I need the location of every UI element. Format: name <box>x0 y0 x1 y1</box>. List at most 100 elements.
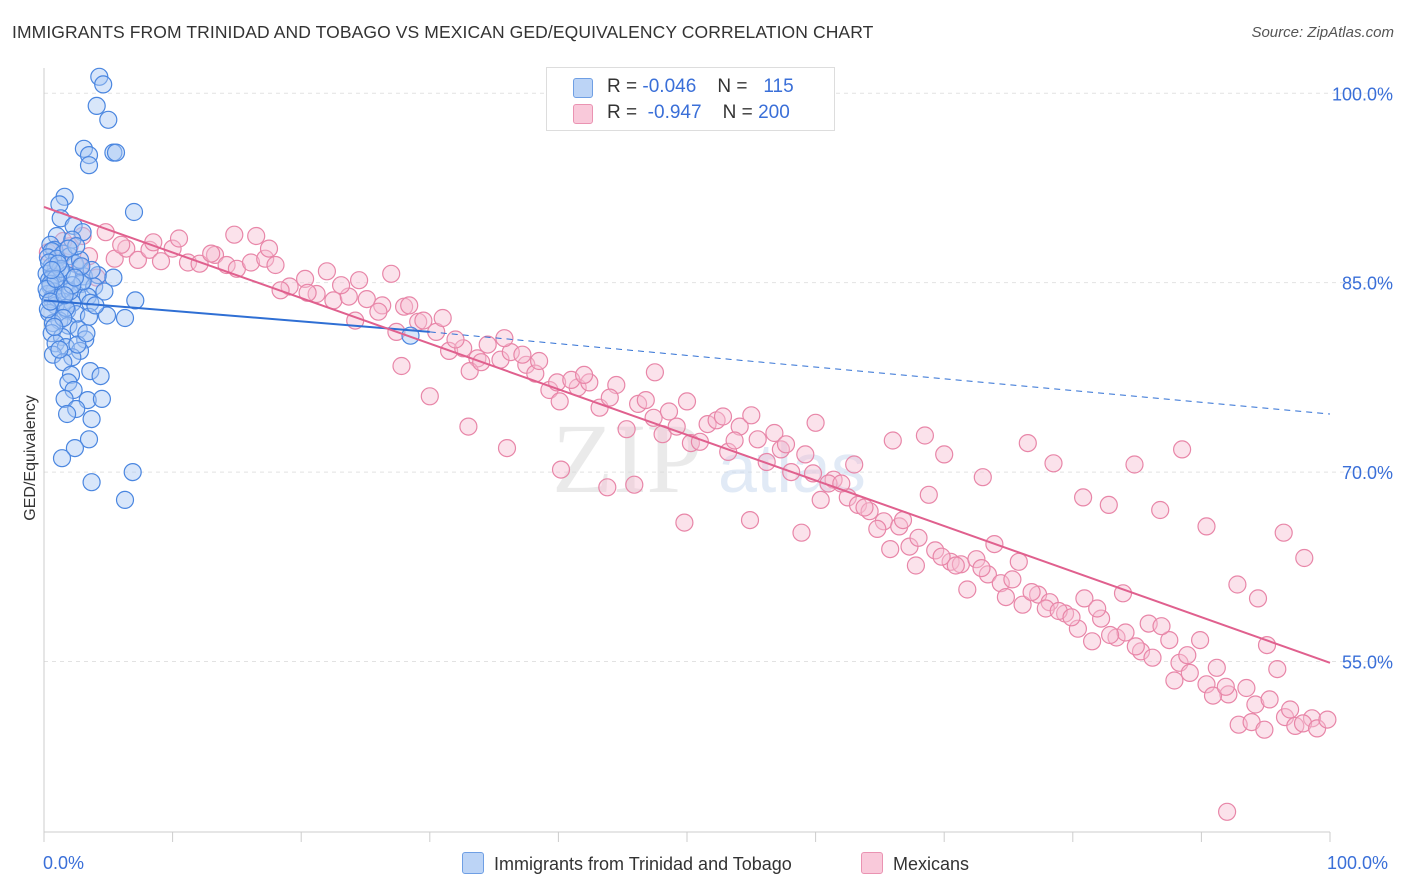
mexicans-point <box>1131 642 1151 661</box>
trinidad-point <box>77 324 96 343</box>
mexicans-point <box>357 290 376 309</box>
mexicans-point <box>112 235 131 254</box>
mexicans-point <box>332 276 351 295</box>
mexicans-point <box>1013 595 1032 614</box>
mexicans-point <box>1178 646 1197 665</box>
mexicans-point <box>1228 575 1247 594</box>
mexicans-point <box>881 539 900 559</box>
mexicans-point <box>806 413 825 432</box>
mexicans-point <box>1009 552 1028 571</box>
trinidad-point <box>82 473 101 492</box>
trinidad-point <box>67 399 86 419</box>
mexicans-point <box>1116 623 1135 642</box>
mexicans-point <box>1207 658 1226 677</box>
mexicans-point <box>1268 659 1287 679</box>
mexicans-point <box>266 255 285 275</box>
mexicans-point <box>1248 589 1268 608</box>
mexicans-point <box>1246 695 1265 714</box>
mexicans-point <box>1068 619 1088 638</box>
legend-swatch-pink <box>573 104 593 124</box>
legend-swatch-blue <box>573 78 593 98</box>
trinidad-point <box>97 306 117 325</box>
gridlines <box>44 92 1394 663</box>
mexicans-point <box>659 402 679 421</box>
mexicans-point <box>1073 488 1093 507</box>
mexicans-point <box>317 262 336 281</box>
mexicans-point <box>1022 582 1041 602</box>
mexicans-point <box>497 439 517 458</box>
mexicans-point <box>1088 599 1107 618</box>
mexicans-point <box>667 417 686 436</box>
mexicans-point <box>1018 434 1037 453</box>
mexicans-point <box>433 308 452 328</box>
mexicans-point <box>202 244 221 263</box>
mexicans-point <box>909 528 928 547</box>
mexicans-point <box>625 475 644 494</box>
mexicans-point <box>1160 630 1179 650</box>
mexicans-point <box>190 254 209 273</box>
trinidad-point <box>115 308 135 328</box>
mexicans-point <box>550 392 569 411</box>
mexicans-point <box>1062 608 1081 627</box>
mexicans-point <box>946 556 965 575</box>
trinidad-point <box>65 268 85 287</box>
trinidad-point <box>126 291 145 310</box>
trinidad-point <box>124 202 144 222</box>
y-tick-label: 85.0% <box>1342 274 1393 294</box>
y-tick-label: 70.0% <box>1342 463 1393 483</box>
stats-legend: R = -0.046 N = 115 R = -0.947 N = 200 <box>546 67 835 131</box>
watermark-zip: ZIP <box>552 403 702 514</box>
bottom-legend-blue: Immigrants from Trinidad and Tobago <box>462 852 792 875</box>
legend-text-blue: R = -0.046 N = 115 <box>607 76 794 97</box>
mexicans-point <box>225 225 244 244</box>
mexicans-point <box>296 269 315 288</box>
mexicans-point <box>845 455 864 474</box>
trinidad-point <box>99 110 118 129</box>
mexicans-point <box>529 351 549 371</box>
mexicans-point <box>1075 589 1094 608</box>
mexicans-point <box>1274 523 1293 542</box>
mexicans-point <box>935 445 954 464</box>
trinidad-point <box>45 317 64 336</box>
mexicans-point <box>742 406 761 425</box>
mexicans-point <box>698 415 717 434</box>
mexicans-point <box>247 226 266 246</box>
trinidad-point <box>82 410 101 429</box>
mexicans-point <box>1151 500 1170 520</box>
mexicans-point <box>392 356 411 376</box>
y-tick-label: 100.0% <box>1332 84 1393 104</box>
mexicans-point <box>446 330 465 349</box>
mexicans-point <box>1044 454 1063 473</box>
trinidad-point <box>95 282 114 301</box>
trinidad-point <box>115 490 135 509</box>
mexicans-point <box>1125 455 1144 474</box>
bottom-legend-swatch-blue <box>462 852 484 874</box>
bottom-legend-label-blue: Immigrants from Trinidad and Tobago <box>494 854 792 874</box>
mexicans-point <box>757 452 776 472</box>
mexicans-point <box>906 556 926 575</box>
trinidad-point <box>81 362 100 381</box>
trend-line-trinidad-extension <box>429 331 1331 415</box>
legend-text-pink: R = -0.947 N = 200 <box>607 102 790 123</box>
trinidad-point <box>50 340 69 359</box>
mexicans-point <box>1293 714 1313 733</box>
trinidad-point <box>55 286 74 305</box>
mexicans-point <box>414 311 433 330</box>
mexicans-point <box>636 391 655 410</box>
mexicans-point <box>748 430 767 449</box>
x-axis-max-label: 100.0% <box>1327 853 1389 873</box>
mexicans-point <box>1099 495 1118 514</box>
mexicans-point <box>600 388 619 407</box>
mexicans-point <box>1100 625 1120 645</box>
mexicans-point <box>400 296 419 315</box>
mexicans-point <box>730 417 749 436</box>
mexicans-point <box>1318 710 1337 729</box>
trinidad-point <box>79 146 99 165</box>
mexicans-point <box>598 478 617 497</box>
trinidad-point <box>46 269 65 288</box>
mexicans-point <box>819 474 838 493</box>
mexicans-point <box>1295 548 1314 568</box>
mexicans-point <box>1180 663 1199 683</box>
mexicans-point <box>259 239 279 258</box>
mexicans-point <box>972 558 991 578</box>
